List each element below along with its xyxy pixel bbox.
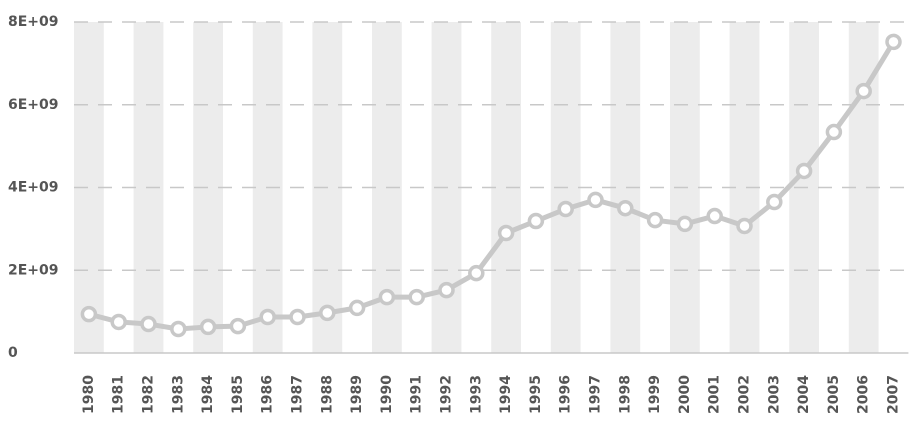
data-point (348, 299, 366, 317)
x-tick-label: 1992 (439, 375, 455, 414)
x-tick-label: 1985 (230, 375, 246, 414)
data-point (259, 308, 276, 326)
x-tick-label: 1983 (170, 375, 186, 414)
data-point (646, 211, 664, 229)
data-point (140, 315, 157, 333)
data-point (676, 215, 694, 233)
data-point (199, 318, 217, 336)
x-tick-label: 1994 (498, 375, 514, 414)
x-tick-label: 2007 (886, 375, 902, 414)
data-point (706, 207, 723, 225)
y-tick-label: 0 (8, 345, 18, 361)
x-tick-label: 1991 (409, 375, 425, 414)
data-point (557, 200, 574, 218)
data-point (438, 281, 455, 299)
data-point (229, 317, 247, 335)
x-tick-label: 1998 (617, 375, 633, 414)
data-point (319, 304, 336, 322)
x-tick-label: 1984 (200, 375, 216, 414)
x-tick-label: 1995 (528, 375, 544, 414)
x-tick-label: 1981 (111, 375, 127, 414)
x-tick-label: 1982 (141, 375, 157, 414)
y-tick-label: 6E+09 (8, 97, 59, 113)
series-line (88, 40, 896, 332)
x-tick-label: 1989 (349, 375, 365, 414)
data-point (497, 224, 515, 242)
x-tick-label: 1999 (647, 375, 663, 414)
x-tick-label: 2005 (826, 375, 842, 414)
x-tick-label: 1986 (260, 375, 276, 414)
x-tick-label: 2000 (677, 375, 693, 414)
y-tick-label: 2E+09 (8, 262, 59, 278)
data-point (587, 191, 604, 209)
data-point (110, 313, 127, 331)
x-tick-label: 1980 (81, 375, 97, 414)
x-tick-label: 1996 (558, 375, 574, 414)
x-tick-label: 2004 (796, 375, 812, 414)
data-point (527, 212, 545, 230)
x-tick-label: 2001 (707, 375, 723, 414)
x-tick-label: 1988 (319, 375, 335, 414)
data-point (408, 288, 425, 306)
x-tick-label: 2002 (737, 375, 753, 414)
data-point (795, 162, 813, 180)
y-tick-label: 4E+09 (8, 180, 59, 196)
x-tick-label: 1990 (379, 375, 395, 414)
data-point (855, 82, 872, 100)
data-point (80, 305, 98, 323)
data-point (885, 33, 902, 51)
data-point (766, 193, 783, 211)
data-point (736, 217, 753, 235)
x-tick-label: 1997 (588, 375, 604, 414)
data-point (289, 308, 306, 326)
x-tick-label: 2006 (856, 375, 872, 414)
y-tick-label: 8E+09 (8, 14, 59, 30)
x-tick-label: 1993 (468, 375, 484, 414)
data-point (468, 264, 485, 282)
data-point (825, 123, 843, 141)
x-tick-label: 1987 (290, 375, 306, 414)
x-tick-label: 2003 (766, 375, 782, 414)
data-point (617, 199, 634, 217)
data-point (170, 320, 187, 338)
data-point (378, 288, 396, 306)
